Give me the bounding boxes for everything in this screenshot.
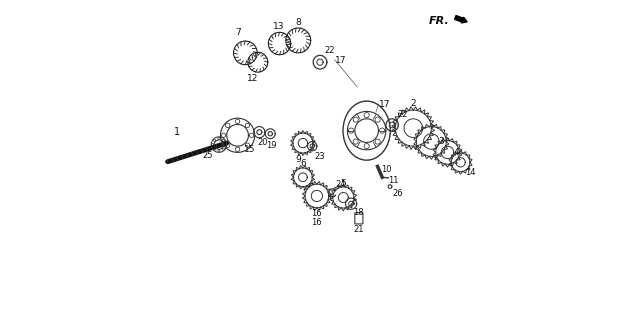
Text: 13: 13 bbox=[273, 22, 284, 31]
Text: 22: 22 bbox=[397, 110, 408, 119]
Text: 6: 6 bbox=[300, 159, 306, 168]
Text: 2: 2 bbox=[410, 99, 416, 108]
Text: 12: 12 bbox=[248, 74, 259, 83]
Text: 15: 15 bbox=[244, 145, 255, 154]
Text: 16: 16 bbox=[312, 218, 322, 227]
Text: 1: 1 bbox=[174, 127, 180, 137]
Text: 5: 5 bbox=[340, 179, 346, 188]
Text: 17: 17 bbox=[378, 100, 390, 109]
Text: 21: 21 bbox=[354, 225, 364, 234]
FancyArrow shape bbox=[454, 16, 467, 23]
Text: 23: 23 bbox=[314, 152, 325, 161]
Text: FR.: FR. bbox=[429, 16, 450, 26]
Text: 24: 24 bbox=[335, 180, 346, 189]
Text: 25: 25 bbox=[202, 151, 212, 160]
Text: 19: 19 bbox=[266, 141, 277, 150]
Text: 11: 11 bbox=[388, 176, 398, 185]
Text: 18: 18 bbox=[353, 208, 364, 217]
Text: 3: 3 bbox=[438, 137, 444, 146]
Text: 17: 17 bbox=[335, 56, 346, 65]
Text: 16: 16 bbox=[312, 209, 322, 218]
Text: 8: 8 bbox=[295, 18, 301, 27]
Text: 26: 26 bbox=[392, 189, 403, 198]
Text: 10: 10 bbox=[381, 165, 391, 174]
Text: 7: 7 bbox=[236, 28, 241, 37]
Text: 9: 9 bbox=[295, 155, 301, 164]
Text: 14: 14 bbox=[465, 168, 475, 177]
Text: 22: 22 bbox=[324, 46, 335, 55]
Text: 20: 20 bbox=[257, 138, 268, 147]
Text: 4: 4 bbox=[454, 148, 460, 157]
